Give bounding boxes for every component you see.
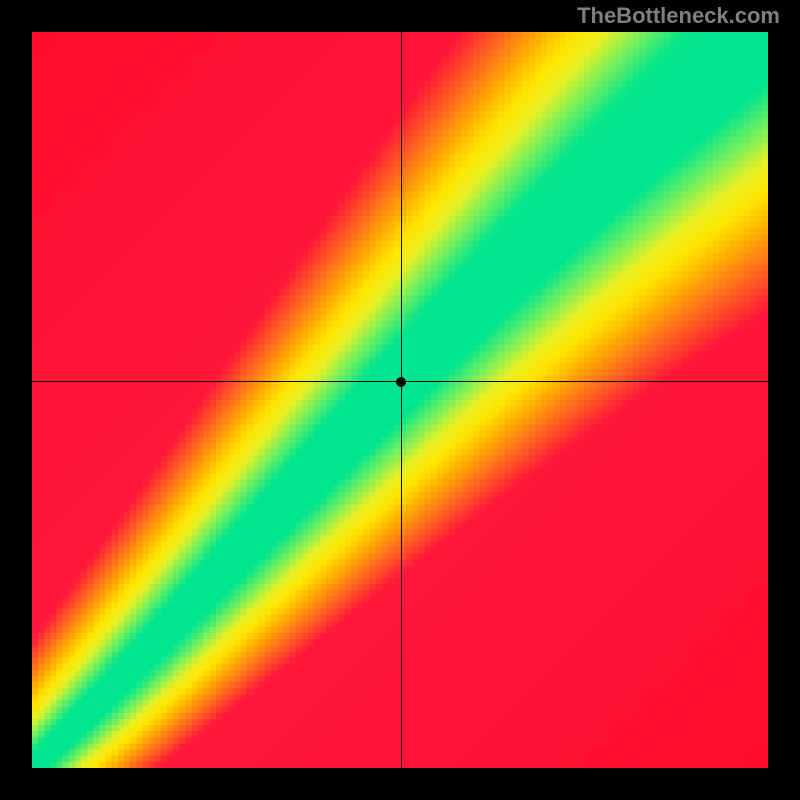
- crosshair-vertical: [401, 32, 402, 768]
- watermark-text: TheBottleneck.com: [577, 3, 780, 29]
- chart-container: TheBottleneck.com: [0, 0, 800, 800]
- crosshair-marker: [396, 377, 406, 387]
